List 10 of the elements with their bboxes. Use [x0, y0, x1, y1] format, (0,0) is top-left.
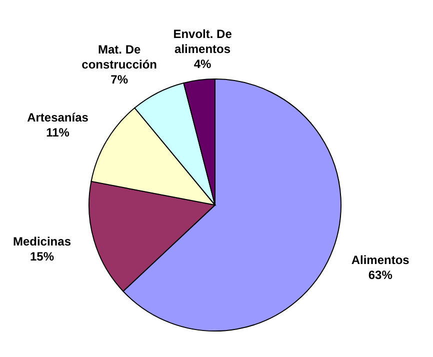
data-label: 7% — [110, 72, 128, 87]
slice-label: Mat. De construcción — [82, 42, 158, 72]
slice-label: Alimentos — [351, 253, 410, 268]
slice-label: Artesanías — [27, 110, 89, 124]
data-label: 63% — [368, 268, 393, 282]
data-label: 4% — [194, 56, 212, 71]
slice-label: Medicinas — [12, 234, 72, 248]
data-label: 11% — [46, 125, 70, 140]
data-label: 15% — [30, 249, 54, 264]
slice-label: Envolt. De alimentos — [173, 26, 232, 56]
